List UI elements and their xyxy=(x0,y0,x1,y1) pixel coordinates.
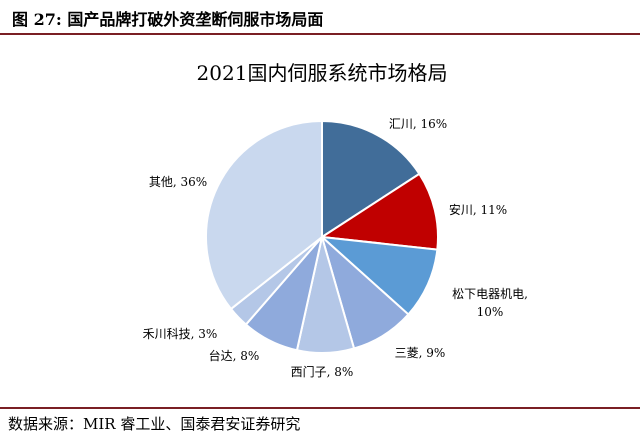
pie-slice-3 xyxy=(319,235,439,316)
slice-label-6: 台达, 8% xyxy=(209,348,260,363)
pie-slice-8 xyxy=(205,119,323,311)
figure-label: 图 27: xyxy=(12,10,62,29)
footer-rule xyxy=(0,407,640,409)
slice-label-7: 禾川科技, 3% xyxy=(143,327,218,341)
pie-chart: 2021国内伺服系统市场格局 汇川, 16% 安川, 11% 松下电器机电, 10% 三… xyxy=(143,61,528,379)
pie-slices xyxy=(205,119,439,354)
pie-slice-1 xyxy=(321,119,421,239)
slice-label-4: 三菱, 9% xyxy=(395,346,446,360)
slice-label-2: 安川, 11% xyxy=(449,202,507,217)
slice-label-3: 松下电器机电, 10% xyxy=(452,287,528,319)
pie-labels: 汇川, 16% 安川, 11% 松下电器机电, 10% 三菱, 9% 西门子, 8% 台达,… xyxy=(143,117,528,379)
chart-title: 2021国内伺服系统市场格局 xyxy=(197,61,448,85)
pie-slice-2 xyxy=(319,172,439,251)
slice-label-8: 其他, 36% xyxy=(149,175,207,189)
slice-label-1: 汇川, 16% xyxy=(389,117,447,131)
source-note: 数据来源：MIR 睿工业、国泰君安证券研究 xyxy=(8,415,301,433)
header-rule xyxy=(0,33,640,35)
figure-header: 图 27: 国产品牌打破外资垄断伺服市场局面 xyxy=(12,6,323,30)
figure-caption: 国产品牌打破外资垄断伺服市场局面 xyxy=(67,10,324,29)
slice-label-5: 西门子, 8% xyxy=(291,364,354,379)
